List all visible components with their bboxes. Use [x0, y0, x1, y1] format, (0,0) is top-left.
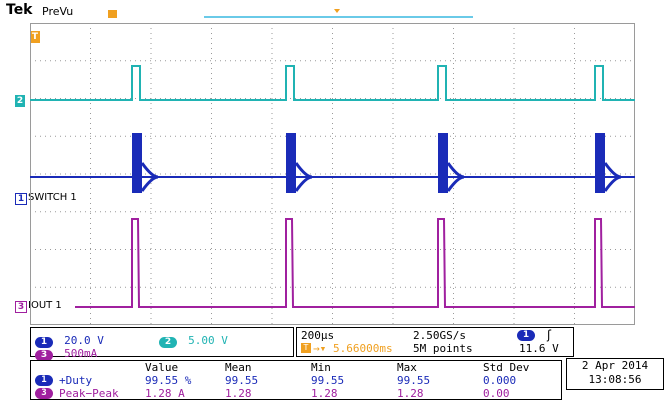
meas1-std-dev: 0.000 [483, 374, 517, 387]
meas2-channel-badge: 3 [35, 388, 53, 399]
ch2-waveform [30, 65, 635, 101]
meas1-max: 99.55 [397, 374, 431, 387]
trigger-marker-icon[interactable]: T [30, 31, 40, 43]
trigger-status-icon [108, 10, 117, 18]
ch1-ringing-bursts [132, 133, 622, 193]
trigger-delay-arrow: →▾ [313, 342, 327, 355]
datetime-box: 2 Apr 2014 13:08:56 [566, 358, 664, 390]
meas1-name: +Duty [59, 374, 93, 387]
meas1-channel-badge: 1 [35, 375, 53, 386]
status-bar: Tek PreVu [0, 0, 664, 22]
meas1-value: 99.55 % [145, 374, 192, 387]
meas2-min: 1.28 [311, 387, 338, 399]
record-position-bar [204, 9, 473, 18]
ch1-burst [438, 133, 448, 193]
ch3-label: IOUT 1 [28, 300, 62, 311]
measurement-table[interactable]: Value Mean Min Max Std Dev 1 +Duty 99.55… [30, 360, 562, 400]
ch1-burst [286, 133, 296, 193]
meas1-mean: 99.55 [225, 374, 259, 387]
ch1-ringing-tail [603, 162, 622, 192]
header-min: Min [311, 361, 331, 374]
ch1-ringing-tail [446, 162, 465, 192]
date: 2 Apr 2014 [581, 359, 649, 372]
ch1-ringing-tail [140, 162, 159, 192]
trigger-delay: 5.66000ms [333, 342, 393, 355]
ch1-scale: 20.0 V [64, 334, 104, 347]
meas1-min: 99.55 [311, 374, 345, 387]
time: 13:08:56 [588, 373, 642, 386]
brand-logo: Tek [6, 2, 33, 18]
record-length: 5M points [413, 342, 473, 355]
acquisition-mode: PreVu [42, 5, 74, 18]
ch2-scale: 5.00 V [188, 334, 228, 347]
header-value: Value [145, 361, 179, 374]
grid-lines [30, 23, 635, 325]
ch1-burst [595, 133, 605, 193]
header-max: Max [397, 361, 417, 374]
measurement-row[interactable]: 3 Peak−Peak 1.28 A 1.28 1.28 1.28 0.00 [31, 387, 561, 399]
meas2-value: 1.28 A [145, 387, 185, 399]
ch1-badge[interactable]: 1 [35, 337, 53, 348]
trigger-source-badge[interactable]: 1 [517, 330, 535, 341]
trigger-delay-icon: T [301, 343, 311, 353]
header-std-dev: Std Dev [483, 361, 530, 374]
meas2-name: Peak−Peak [59, 387, 119, 399]
header-mean: Mean [225, 361, 252, 374]
ch3-badge[interactable]: 3 [35, 350, 53, 361]
measurement-row[interactable]: 1 +Duty 99.55 % 99.55 99.55 99.55 0.000 [31, 374, 561, 387]
trigger-level: 11.6 V [519, 342, 559, 355]
ch3-scale: 500mA [64, 347, 98, 360]
channel-scale-panel[interactable]: 1 20.0 V 2 5.00 V 3 500mA [30, 327, 294, 361]
waveform-display[interactable] [30, 23, 635, 325]
graticule [30, 23, 635, 325]
meas2-std-dev: 0.00 [483, 387, 510, 399]
timebase-panel[interactable]: 200µs 2.50GS/s 1 ʃ T →▾ 5.66000ms 5M poi… [296, 327, 574, 357]
measurement-header-row: Value Mean Min Max Std Dev [31, 361, 561, 374]
trigger-position-marker [334, 9, 340, 13]
sample-rate: 2.50GS/s [413, 329, 466, 342]
ch3-ground-marker[interactable]: 3 [15, 301, 27, 313]
ch3-waveform [75, 218, 635, 308]
ch1-burst [132, 133, 142, 193]
ch2-badge[interactable]: 2 [159, 337, 177, 348]
rising-edge-icon: ʃ [547, 328, 552, 342]
ch1-label: SWITCH 1 [28, 192, 77, 203]
ch2-ground-marker[interactable]: 2 [15, 95, 25, 107]
ch1-ringing-tail [294, 162, 313, 192]
meas2-max: 1.28 [397, 387, 424, 399]
meas2-mean: 1.28 [225, 387, 252, 399]
ch1-ground-marker[interactable]: 1 [15, 193, 27, 205]
horizontal-scale: 200µs [301, 329, 335, 342]
